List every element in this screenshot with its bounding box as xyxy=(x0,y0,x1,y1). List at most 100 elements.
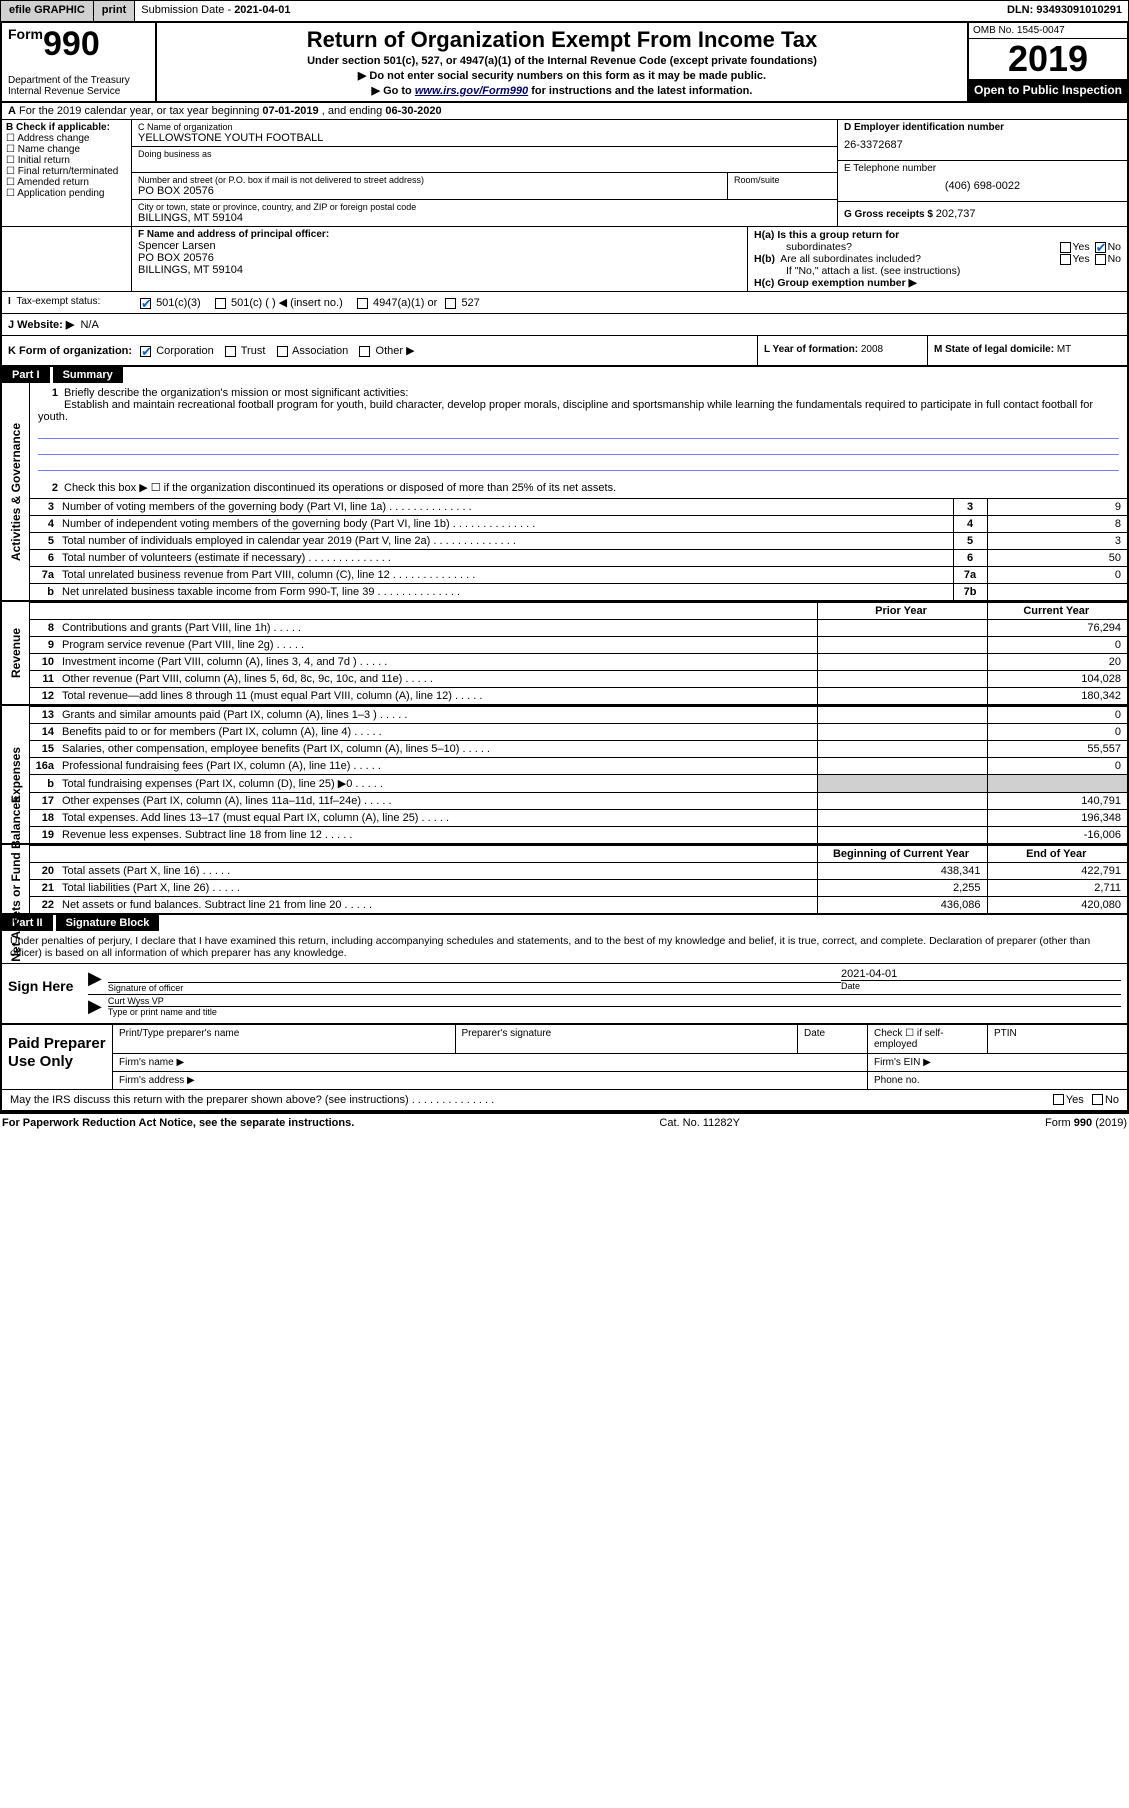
exp-table: 13Grants and similar amounts paid (Part … xyxy=(30,706,1127,843)
tax-year: 2019 xyxy=(969,39,1127,79)
sig-date: 2021-04-01 Date xyxy=(841,968,1121,993)
part1: Activities & Governance 1Briefly describ… xyxy=(0,383,1129,915)
table-row: 14Benefits paid to or for members (Part … xyxy=(30,724,1127,741)
net-table: Beginning of Current YearEnd of Year20To… xyxy=(30,845,1127,913)
cb-trust[interactable] xyxy=(225,346,236,357)
table-row: 15Salaries, other compensation, employee… xyxy=(30,741,1127,758)
form-rev: Form 990 (2019) xyxy=(1045,1117,1127,1129)
col-deg: D Employer identification number 26-3372… xyxy=(837,120,1127,226)
paperwork-notice: For Paperwork Reduction Act Notice, see … xyxy=(2,1117,354,1129)
efile-graphic-button[interactable]: efile GRAPHIC xyxy=(1,1,94,21)
table-row: 12Total revenue—add lines 8 through 11 (… xyxy=(30,688,1127,705)
col-b: B Check if applicable: ☐ Address change … xyxy=(2,120,132,226)
may-discuss: May the IRS discuss this return with the… xyxy=(2,1090,1127,1112)
col-c: C Name of organization YELLOWSTONE YOUTH… xyxy=(132,120,837,226)
pp-name[interactable]: Print/Type preparer's name xyxy=(112,1025,455,1053)
omb-number: OMB No. 1545-0047 xyxy=(969,23,1127,39)
cb-application-pending[interactable]: ☐ Application pending xyxy=(6,188,127,199)
cb-assoc[interactable] xyxy=(277,346,288,357)
print-button[interactable]: print xyxy=(94,1,135,21)
pp-selfemp[interactable]: Check ☐ if self-employed xyxy=(867,1025,987,1053)
cb-name-change[interactable]: ☐ Name change xyxy=(6,144,127,155)
paid-preparer: Paid Preparer Use Only Print/Type prepar… xyxy=(2,1025,1127,1090)
cb-amended-return[interactable]: ☐ Amended return xyxy=(6,177,127,188)
ha-yes[interactable] xyxy=(1060,242,1071,253)
hb-no[interactable] xyxy=(1095,254,1106,265)
pp-phone[interactable]: Phone no. xyxy=(867,1072,1127,1089)
table-row: 5Total number of individuals employed in… xyxy=(30,533,1127,550)
entity-block: B Check if applicable: ☐ Address change … xyxy=(0,120,1129,227)
cb-final-return[interactable]: ☐ Final return/terminated xyxy=(6,166,127,177)
ssn-warning: ▶ Do not enter social security numbers o… xyxy=(165,69,959,82)
table-row: 13Grants and similar amounts paid (Part … xyxy=(30,707,1127,724)
pp-firm[interactable]: Firm's name ▶ xyxy=(112,1054,867,1071)
vlabel-netassets: Net Assets or Fund Balances xyxy=(2,845,30,913)
form-title: Return of Organization Exempt From Incom… xyxy=(165,27,959,53)
cb-corp[interactable] xyxy=(140,346,151,357)
table-row: 9Program service revenue (Part VIII, lin… xyxy=(30,637,1127,654)
table-row: bNet unrelated business taxable income f… xyxy=(30,584,1127,601)
gov-table: 3Number of voting members of the governi… xyxy=(30,498,1127,600)
open-to-public: Open to Public Inspection xyxy=(969,79,1127,101)
toolbar: efile GRAPHIC print Submission Date - 20… xyxy=(0,0,1129,22)
i-label: I Tax-exempt status: xyxy=(2,292,132,313)
form-title-block: Return of Organization Exempt From Incom… xyxy=(157,23,967,101)
form-identifier: Form990 Department of the Treasury Inter… xyxy=(2,23,157,101)
ha-no[interactable] xyxy=(1095,242,1106,253)
mission-text: Establish and maintain recreational foot… xyxy=(38,399,1093,423)
principal-officer: F Name and address of principal officer:… xyxy=(132,227,747,291)
rev-table: Prior YearCurrent Year8Contributions and… xyxy=(30,602,1127,704)
cb-other[interactable] xyxy=(359,346,370,357)
cb-527[interactable] xyxy=(445,298,456,309)
cb-501c[interactable] xyxy=(215,298,226,309)
sign-here: Sign Here ▶ Signature of officer 2021-04… xyxy=(2,964,1127,1025)
dln: DLN: 93493091010291 xyxy=(1001,1,1128,21)
vlabel-governance: Activities & Governance xyxy=(2,383,30,600)
table-row: 8Contributions and grants (Part VIII, li… xyxy=(30,620,1127,637)
row-a-tax-year: A For the 2019 calendar year, or tax yea… xyxy=(0,103,1129,120)
cat-no: Cat. No. 11282Y xyxy=(354,1117,1045,1129)
city: BILLINGS, MT 59104 xyxy=(138,212,831,224)
gross-receipts: 202,737 xyxy=(936,208,976,220)
ein: 26-3372687 xyxy=(844,139,1121,151)
hb-yes[interactable] xyxy=(1060,254,1071,265)
table-row: 21Total liabilities (Part X, line 26)2,2… xyxy=(30,880,1127,897)
klm-row: K Form of organization: Corporation Trus… xyxy=(0,336,1129,367)
sig-officer[interactable]: Signature of officer xyxy=(108,968,841,993)
h-block: H(a) Is this a group return for subordin… xyxy=(747,227,1127,291)
table-row: 4Number of independent voting members of… xyxy=(30,516,1127,533)
pp-sig[interactable]: Preparer's signature xyxy=(455,1025,798,1053)
form-header: Form990 Department of the Treasury Inter… xyxy=(0,22,1129,103)
footer: For Paperwork Reduction Act Notice, see … xyxy=(0,1114,1129,1132)
arrow-icon: ▶ xyxy=(88,996,102,1017)
may-yes[interactable] xyxy=(1053,1094,1064,1105)
pp-ein[interactable]: Firm's EIN ▶ xyxy=(867,1054,1127,1071)
instructions-link[interactable]: www.irs.gov/Form990 xyxy=(415,85,528,97)
toolbar-spacer xyxy=(296,1,1001,21)
table-row: 16aProfessional fundraising fees (Part I… xyxy=(30,758,1127,775)
i-row: I Tax-exempt status: 501(c)(3) 501(c) ( … xyxy=(0,292,1129,314)
pp-date[interactable]: Date xyxy=(797,1025,867,1053)
cb-501c3[interactable] xyxy=(140,298,151,309)
table-row: 3Number of voting members of the governi… xyxy=(30,499,1127,516)
room-suite: Room/suite xyxy=(727,173,837,199)
table-row: 17Other expenses (Part IX, column (A), l… xyxy=(30,793,1127,810)
perjury-declaration: Under penalties of perjury, I declare th… xyxy=(2,931,1127,964)
table-row: 6Total number of volunteers (estimate if… xyxy=(30,550,1127,567)
cb-initial-return[interactable]: ☐ Initial return xyxy=(6,155,127,166)
pp-addr[interactable]: Firm's address ▶ xyxy=(112,1072,867,1089)
pp-ptin[interactable]: PTIN xyxy=(987,1025,1127,1053)
table-row: 18Total expenses. Add lines 13–17 (must … xyxy=(30,810,1127,827)
part2-header: Part II Signature Block xyxy=(0,915,1129,931)
table-row: 7aTotal unrelated business revenue from … xyxy=(30,567,1127,584)
j-row: J Website: ▶ N/A xyxy=(0,314,1129,336)
m-domicile: M State of legal domicile: MT xyxy=(927,336,1127,365)
dept-treasury: Department of the Treasury Internal Reve… xyxy=(8,75,149,97)
part1-header: Part I Summary xyxy=(0,367,1129,383)
cb-4947[interactable] xyxy=(357,298,368,309)
form-subtitle: Under section 501(c), 527, or 4947(a)(1)… xyxy=(165,55,959,67)
submission-date-label: Submission Date - 2021-04-01 xyxy=(135,1,296,21)
cb-address-change[interactable]: ☐ Address change xyxy=(6,133,127,144)
org-name: YELLOWSTONE YOUTH FOOTBALL xyxy=(138,132,831,144)
may-no[interactable] xyxy=(1092,1094,1103,1105)
